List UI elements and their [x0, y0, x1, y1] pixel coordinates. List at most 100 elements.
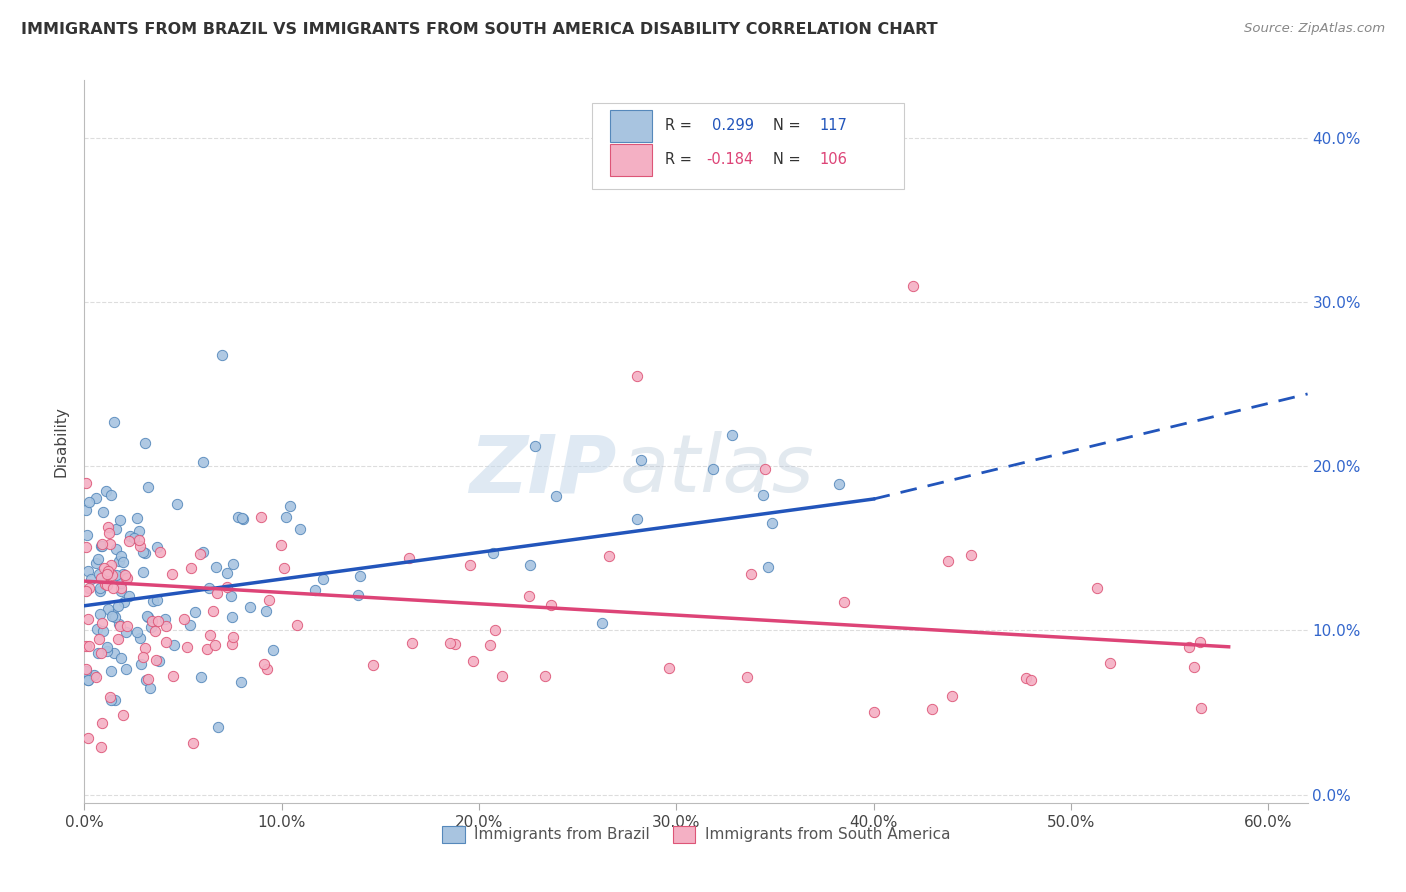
Point	[274, 510, 297, 524]
Point	[176, 640, 198, 654]
Point	[702, 462, 724, 476]
Text: R =: R =	[665, 119, 697, 133]
Point	[756, 559, 779, 574]
Point	[211, 347, 233, 361]
Point	[100, 488, 122, 502]
Point	[86, 622, 108, 636]
Point	[134, 641, 156, 656]
Point	[1099, 657, 1122, 671]
Point	[104, 693, 127, 707]
Point	[135, 673, 157, 687]
Point	[118, 529, 141, 543]
Point	[257, 593, 280, 607]
Point	[132, 545, 155, 559]
Point	[75, 503, 97, 517]
Point	[439, 636, 461, 650]
Point	[155, 635, 177, 649]
Point	[101, 608, 124, 623]
Text: 106: 106	[820, 153, 848, 168]
Point	[205, 559, 228, 574]
Point	[160, 566, 183, 581]
Point	[110, 581, 132, 595]
Point	[222, 557, 245, 571]
Point	[1182, 660, 1205, 674]
Point	[100, 693, 122, 707]
Point	[519, 558, 541, 573]
Point	[110, 549, 132, 564]
Point	[444, 637, 467, 651]
Point	[626, 512, 648, 526]
Point	[104, 609, 127, 624]
Point	[83, 668, 105, 682]
Point	[201, 604, 224, 618]
Point	[540, 598, 562, 612]
Point	[75, 584, 97, 599]
Point	[96, 640, 118, 655]
Point	[91, 505, 114, 519]
Point	[534, 669, 557, 683]
Point	[484, 623, 506, 637]
Point	[630, 453, 652, 467]
Point	[1189, 635, 1212, 649]
Point	[101, 568, 124, 582]
Point	[221, 610, 243, 624]
Point	[146, 614, 169, 628]
Point	[591, 615, 613, 630]
Point	[112, 555, 135, 569]
Point	[184, 605, 207, 619]
Point	[75, 639, 97, 653]
Point	[110, 575, 132, 590]
Point	[288, 522, 311, 536]
Point	[936, 554, 959, 568]
Point	[183, 736, 205, 750]
Point	[1178, 640, 1201, 654]
Point	[84, 670, 107, 684]
Point	[101, 607, 124, 621]
Point	[401, 635, 423, 649]
Point	[363, 657, 385, 672]
Point	[90, 646, 112, 660]
Point	[142, 594, 165, 608]
Point	[105, 567, 128, 582]
Point	[76, 540, 98, 554]
Point	[143, 624, 166, 638]
Point	[129, 657, 152, 672]
Point	[98, 690, 121, 704]
Point	[96, 578, 118, 592]
Point	[97, 564, 120, 578]
Point	[127, 511, 149, 525]
Point	[134, 546, 156, 560]
Point	[115, 571, 138, 585]
Point	[1021, 673, 1043, 687]
Point	[115, 619, 138, 633]
Point	[278, 500, 301, 514]
Point	[179, 618, 201, 632]
Point	[77, 731, 100, 745]
Point	[735, 670, 758, 684]
Point	[97, 602, 120, 616]
Point	[191, 545, 214, 559]
Point	[94, 483, 117, 498]
Point	[104, 542, 127, 557]
Point	[398, 551, 420, 566]
Point	[115, 662, 138, 676]
Text: IMMIGRANTS FROM BRAZIL VS IMMIGRANTS FROM SOUTH AMERICA DISABILITY CORRELATION C: IMMIGRANTS FROM BRAZIL VS IMMIGRANTS FRO…	[21, 22, 938, 37]
Point	[77, 495, 100, 509]
Point	[828, 477, 851, 491]
Point	[155, 619, 177, 633]
Point	[90, 571, 112, 585]
Point	[217, 566, 239, 580]
Legend: Immigrants from Brazil, Immigrants from South America: Immigrants from Brazil, Immigrants from …	[436, 820, 956, 849]
Text: N =: N =	[773, 153, 806, 168]
Text: -0.184: -0.184	[706, 153, 754, 168]
FancyBboxPatch shape	[610, 144, 652, 176]
Point	[100, 665, 122, 679]
Point	[77, 639, 100, 653]
Point	[761, 516, 783, 530]
Point	[346, 589, 368, 603]
Point	[91, 539, 114, 553]
Point	[901, 278, 924, 293]
Point	[658, 661, 681, 675]
Point	[136, 673, 159, 687]
Point	[720, 428, 742, 442]
